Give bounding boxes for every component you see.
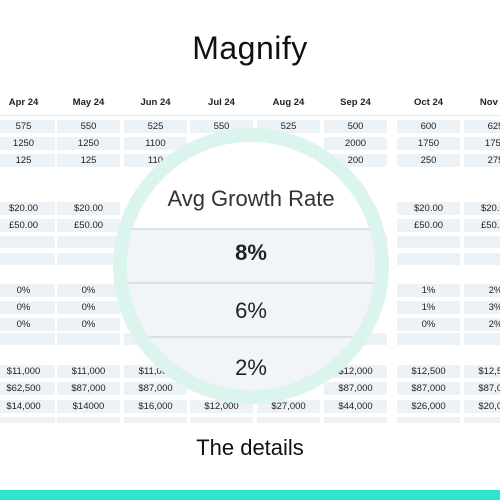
caption: The details <box>196 435 304 460</box>
table-cell[interactable]: $26,000 <box>397 400 460 413</box>
empty-cell[interactable] <box>397 417 460 423</box>
table-cell[interactable]: 500 <box>324 120 387 133</box>
table-cell[interactable]: 275 <box>464 154 500 167</box>
empty-cell[interactable] <box>324 417 387 423</box>
table-cell[interactable]: $44,000 <box>324 400 387 413</box>
table-cell[interactable]: $20.00 <box>57 202 120 215</box>
lens-header: Avg Growth Rate <box>167 186 335 211</box>
lens-value: 2% <box>235 355 267 380</box>
empty-cell[interactable] <box>0 236 55 248</box>
table-cell[interactable]: 525 <box>124 120 187 133</box>
magnifier-lens: Avg Growth Rate 8% 6% 2% <box>113 128 389 404</box>
empty-cell[interactable] <box>464 417 500 423</box>
column-header: May 24 <box>72 97 105 108</box>
table-cell[interactable]: 0% <box>0 284 55 297</box>
column-header: Nov 24 <box>479 97 500 108</box>
table-cell[interactable]: £50.00 <box>0 219 55 232</box>
empty-cell[interactable] <box>397 333 460 345</box>
empty-cell[interactable] <box>397 236 460 248</box>
empty-cell[interactable] <box>0 417 55 423</box>
table-cell[interactable]: 0% <box>57 301 120 314</box>
column-header: Oct 24 <box>413 97 444 108</box>
table-cell[interactable]: £50.00 <box>397 219 460 232</box>
empty-cell[interactable] <box>464 236 500 248</box>
table-cell[interactable]: 1750 <box>397 137 460 150</box>
table-cell[interactable]: 2% <box>464 284 500 297</box>
table-cell[interactable]: $14,000 <box>0 400 55 413</box>
table-cell[interactable]: $11,000 <box>57 365 120 378</box>
table-cell[interactable]: $27,000 <box>257 400 320 413</box>
column-header: Sep 24 <box>340 97 371 108</box>
table-cell[interactable]: 1% <box>397 301 460 314</box>
lens-row <box>127 282 375 336</box>
column-header: Jul 24 <box>208 97 235 108</box>
lens-value: 8% <box>235 240 267 265</box>
table-cell[interactable]: 600 <box>397 120 460 133</box>
empty-cell[interactable] <box>397 253 460 265</box>
table-cell[interactable]: $20.00 <box>0 202 55 215</box>
table-cell[interactable]: 0% <box>57 318 120 331</box>
lens-row <box>127 336 375 390</box>
table-cell[interactable]: $20,000 <box>464 400 500 413</box>
table-cell[interactable]: 575 <box>0 120 55 133</box>
table-cell[interactable]: 250 <box>397 154 460 167</box>
table-cell[interactable]: 0% <box>0 318 55 331</box>
table-cell[interactable]: 0% <box>0 301 55 314</box>
empty-cell[interactable] <box>57 236 120 248</box>
column-header: Aug 24 <box>272 97 305 108</box>
empty-cell[interactable] <box>0 333 55 345</box>
table-cell[interactable]: $14000 <box>57 400 120 413</box>
accent-bar <box>0 490 500 500</box>
table-cell[interactable]: $87,000 <box>57 382 120 395</box>
empty-cell[interactable] <box>124 417 187 423</box>
page-title: Magnify <box>192 30 308 66</box>
table-cell[interactable]: 1100 <box>124 137 187 150</box>
table-cell[interactable]: 1% <box>397 284 460 297</box>
table-cell[interactable]: 0% <box>397 318 460 331</box>
table-cell[interactable]: $87,000 <box>464 382 500 395</box>
table-cell[interactable]: 125 <box>57 154 120 167</box>
table-cell[interactable]: 550 <box>57 120 120 133</box>
table-cell[interactable]: 1250 <box>57 137 120 150</box>
table-cell[interactable]: $20.00 <box>464 202 500 215</box>
table-cell[interactable]: 625 <box>464 120 500 133</box>
empty-cell[interactable] <box>464 333 500 345</box>
empty-cell[interactable] <box>190 417 253 423</box>
table-cell[interactable]: $16,000 <box>124 400 187 413</box>
table-cell[interactable]: 1250 <box>0 137 55 150</box>
table-cell[interactable]: $12,500 <box>464 365 500 378</box>
table-cell[interactable]: $12,500 <box>397 365 460 378</box>
table-cell[interactable]: £50.00 <box>57 219 120 232</box>
table-cell[interactable]: 1750 <box>464 137 500 150</box>
table-cell[interactable]: $87,000 <box>397 382 460 395</box>
table-cell[interactable]: 0% <box>57 284 120 297</box>
header-divider <box>0 115 500 116</box>
table-cell[interactable]: 3% <box>464 301 500 314</box>
table-cell[interactable]: $20.00 <box>397 202 460 215</box>
column-header: Jun 24 <box>140 97 171 108</box>
column-header: Apr 24 <box>8 97 39 108</box>
table-cell[interactable]: 2000 <box>324 137 387 150</box>
empty-cell[interactable] <box>57 253 120 265</box>
empty-cell[interactable] <box>57 417 120 423</box>
table-cell[interactable]: $62,500 <box>0 382 55 395</box>
table-cell[interactable]: 2% <box>464 318 500 331</box>
empty-cell[interactable] <box>57 333 120 345</box>
lens-value: 6% <box>235 298 267 323</box>
empty-cell[interactable] <box>257 417 320 423</box>
empty-cell[interactable] <box>464 253 500 265</box>
table-cell[interactable]: 125 <box>0 154 55 167</box>
table-cell[interactable]: $11,000 <box>0 365 55 378</box>
lens-row <box>127 228 375 282</box>
table-cell[interactable]: £50.00 <box>464 219 500 232</box>
empty-cell[interactable] <box>0 253 55 265</box>
